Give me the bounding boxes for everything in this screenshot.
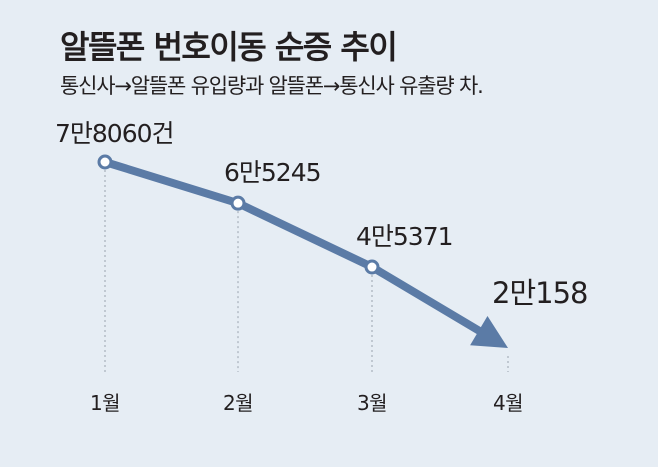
data-label-3: 4만5371 (356, 222, 453, 251)
chart-title: 알뜰폰 번호이동 순증 추이 (60, 28, 398, 66)
chart-subtitle: 통신사→알뜰폰 유입량과 알뜰폰→통신사 유출량 차. (60, 74, 484, 98)
data-label-1: 7만8060건 (55, 119, 174, 148)
x-tick-label-2: 2월 (223, 391, 253, 415)
x-tick-label-1: 1월 (90, 391, 120, 415)
data-point-1 (97, 154, 113, 170)
data-label-2: 6만5245 (224, 158, 321, 187)
data-label-4: 2만158 (492, 276, 587, 310)
data-point-4-arrow (470, 315, 508, 348)
data-point-3 (364, 259, 380, 275)
x-tick-label-4: 4월 (493, 391, 523, 415)
series-line (101, 158, 483, 335)
x-tick-label-3: 3월 (357, 391, 387, 415)
data-point-2 (230, 195, 246, 211)
